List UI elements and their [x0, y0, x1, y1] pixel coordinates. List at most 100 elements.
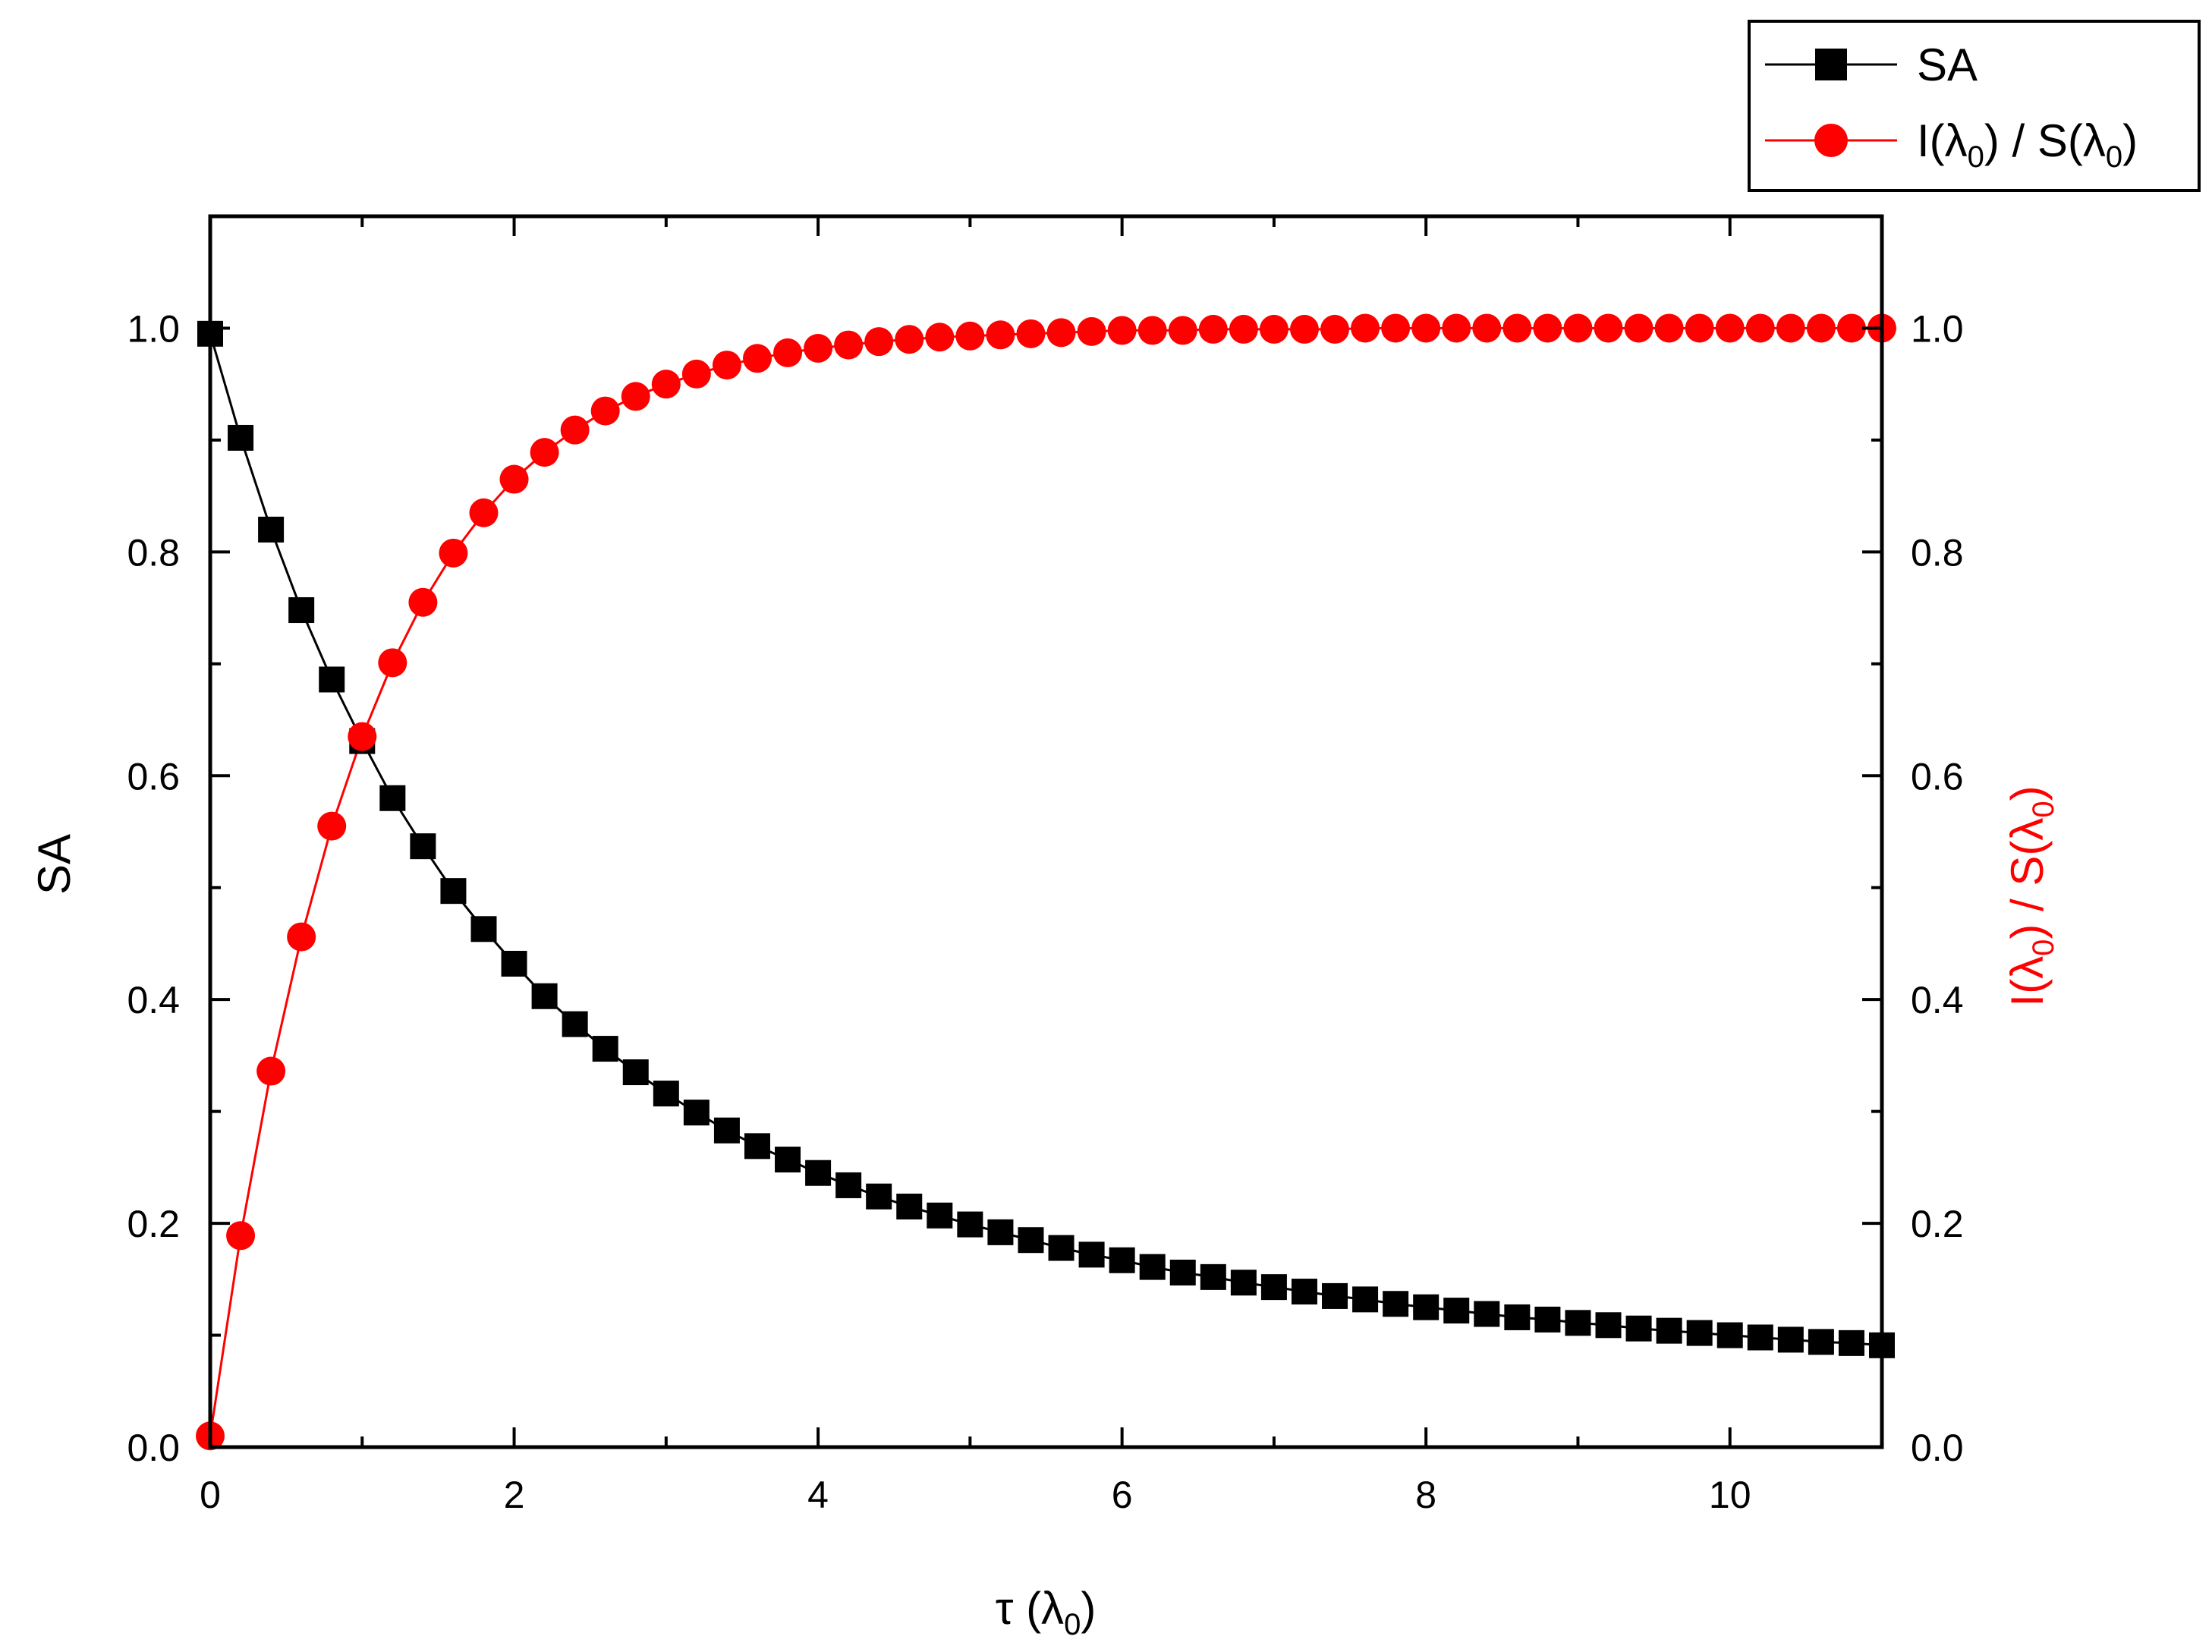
y-left-tick-label: 0.0 — [127, 1427, 180, 1469]
data-point-ratio — [1137, 316, 1167, 345]
data-point-ratio — [1289, 314, 1319, 344]
data-point-ratio — [742, 344, 772, 373]
x-tick-label: 10 — [1709, 1474, 1751, 1516]
data-point-sa — [744, 1133, 770, 1160]
data-point-sa — [562, 1011, 588, 1037]
data-point-ratio — [681, 359, 711, 389]
data-point-sa — [1230, 1270, 1257, 1296]
data-point-sa — [1777, 1326, 1804, 1353]
data-point-sa — [775, 1147, 801, 1173]
y-left-tick-label: 0.8 — [127, 531, 180, 574]
y-right-tick-label: 0.2 — [1911, 1203, 1964, 1245]
left-y-axis-title: SA — [29, 834, 80, 895]
data-point-sa — [258, 516, 285, 543]
data-point-ratio — [1320, 314, 1350, 344]
data-point-sa — [1322, 1282, 1348, 1309]
x-axis-title: τ (λ0) — [996, 1583, 1097, 1641]
data-point-sa — [1018, 1227, 1044, 1254]
y-right-tick-label: 1.0 — [1911, 307, 1964, 350]
legend-ratio-marker — [1814, 124, 1848, 157]
data-point-sa — [1565, 1310, 1591, 1336]
data-point-sa — [1534, 1306, 1561, 1333]
data-point-ratio — [804, 333, 833, 363]
data-point-ratio — [712, 351, 741, 380]
data-point-ratio — [1624, 313, 1653, 343]
data-point-sa — [470, 916, 497, 942]
data-point-ratio — [1168, 316, 1197, 345]
data-point-sa — [440, 878, 467, 905]
data-point-sa — [1808, 1329, 1834, 1355]
data-point-ratio — [1259, 314, 1288, 344]
data-point-sa — [1169, 1259, 1196, 1285]
x-tick-label: 0 — [200, 1474, 221, 1516]
plot-frame — [208, 214, 1884, 1449]
data-point-ratio — [1715, 313, 1745, 343]
data-point-sa — [288, 597, 315, 624]
data-point-ratio — [1411, 313, 1441, 343]
data-point-sa — [622, 1059, 649, 1086]
data-point-ratio — [1685, 313, 1714, 343]
series-markers — [196, 313, 1896, 1451]
data-point-ratio — [287, 922, 316, 952]
data-point-ratio — [408, 587, 438, 617]
data-point-sa — [501, 950, 527, 977]
legend-sa-label: SA — [1917, 39, 1978, 90]
data-point-sa — [1625, 1315, 1652, 1342]
data-point-ratio — [1381, 313, 1411, 343]
data-point-ratio — [499, 464, 529, 494]
data-point-sa — [805, 1160, 832, 1186]
data-point-ratio — [651, 370, 681, 399]
y-right-tick-label: 0.4 — [1911, 979, 1964, 1021]
data-point-ratio — [1654, 313, 1684, 343]
data-point-sa — [1109, 1247, 1135, 1273]
data-point-ratio — [1016, 319, 1046, 348]
data-point-sa — [957, 1211, 983, 1238]
data-point-ratio — [439, 538, 468, 568]
data-point-ratio — [226, 1221, 256, 1251]
data-point-ratio — [378, 648, 407, 678]
data-point-ratio — [1745, 313, 1775, 343]
data-point-ratio — [1442, 313, 1471, 343]
data-point-sa — [866, 1183, 892, 1210]
data-point-ratio — [530, 438, 559, 467]
data-point-sa — [1656, 1317, 1682, 1344]
data-point-ratio — [864, 327, 894, 357]
data-point-sa — [379, 785, 406, 811]
data-point-ratio — [621, 382, 650, 411]
data-point-ratio — [590, 396, 620, 426]
x-tick-label: 2 — [504, 1474, 525, 1516]
data-point-ratio — [986, 320, 1015, 350]
data-point-sa — [1048, 1235, 1075, 1261]
tick-labels: 0 2 4 6 8 10 0.0 0.2 0.4 0.6 0.8 1.0 0.0 0.2 0.4 0.6 0.8… — [127, 307, 1963, 1516]
data-point-sa — [592, 1036, 618, 1062]
data-point-sa — [1260, 1274, 1287, 1301]
data-point-sa — [531, 983, 558, 1009]
y-left-tick-label: 1.0 — [127, 307, 180, 350]
data-point-sa — [1838, 1329, 1864, 1356]
y-right-tick-label: 0.0 — [1911, 1427, 1964, 1469]
data-point-ratio — [1046, 318, 1076, 348]
data-point-ratio — [1502, 313, 1532, 343]
data-point-ratio — [834, 330, 864, 360]
data-point-sa — [228, 424, 254, 451]
data-point-sa — [1595, 1312, 1622, 1339]
data-point-sa — [713, 1117, 740, 1144]
data-point-ratio — [469, 498, 499, 527]
data-point-ratio — [1563, 313, 1593, 343]
data-point-ratio — [1533, 313, 1562, 343]
data-point-sa — [835, 1172, 862, 1198]
data-point-sa — [1139, 1254, 1166, 1280]
data-point-sa — [1291, 1279, 1317, 1305]
data-point-ratio — [1806, 313, 1836, 343]
data-point-sa — [1474, 1301, 1500, 1327]
data-point-sa — [1413, 1294, 1440, 1320]
data-point-sa — [987, 1219, 1014, 1245]
data-point-ratio — [348, 722, 377, 751]
data-point-ratio — [256, 1056, 286, 1086]
legend-ratio-label: I(λ0) / S(λ0) — [1917, 115, 2138, 174]
data-point-ratio — [1107, 316, 1137, 345]
data-point-sa — [1716, 1322, 1743, 1348]
data-point-ratio — [1229, 314, 1258, 344]
data-point-sa — [319, 666, 345, 693]
